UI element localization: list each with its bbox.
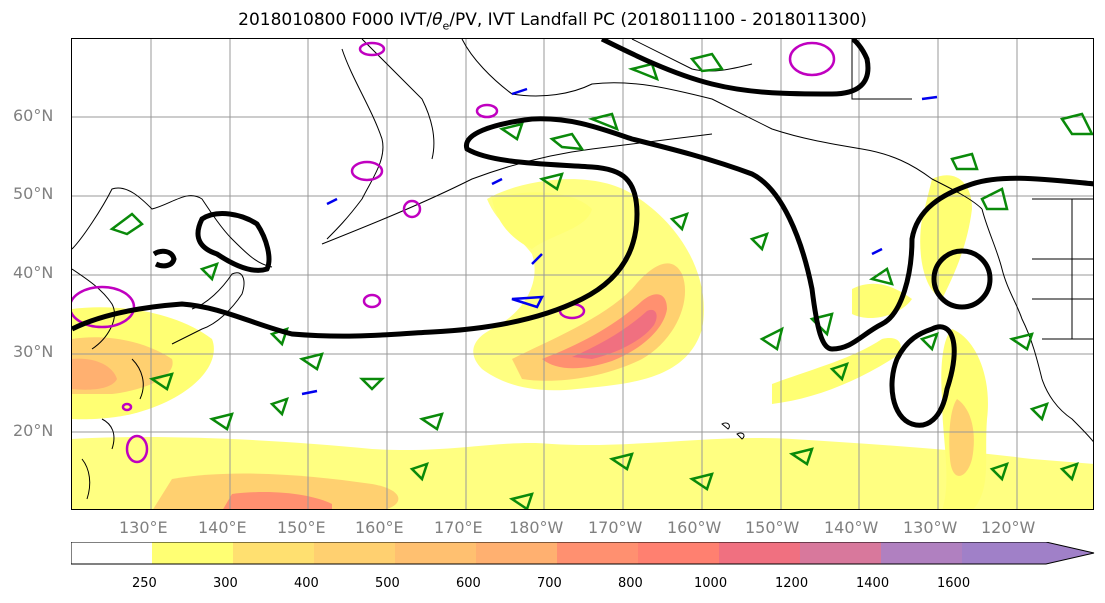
colorbar-tick-700: 700 xyxy=(537,576,562,591)
colorbar-tick-300: 300 xyxy=(213,576,238,591)
lon-label-180w: 180°W xyxy=(509,518,564,537)
colorbar-tick-1400: 1400 xyxy=(856,576,890,591)
colorbar-cell xyxy=(233,542,314,564)
lon-label-120w: 120°W xyxy=(981,518,1036,537)
ivt-colorbar xyxy=(70,541,1096,576)
lon-label-130w: 130°W xyxy=(903,518,958,537)
lat-label-50: 50°N xyxy=(13,184,54,203)
map-canvas xyxy=(72,39,1093,509)
colorbar-tick-500: 500 xyxy=(375,576,400,591)
colorbar-cell xyxy=(557,542,638,564)
colorbar-tick-1600: 1600 xyxy=(937,576,971,591)
colorbar-cell xyxy=(881,542,962,564)
pv-contours xyxy=(72,41,836,464)
lon-label-160w: 160°W xyxy=(667,518,722,537)
colorbar-cell xyxy=(152,542,233,564)
colorbar-tick-1200: 1200 xyxy=(775,576,809,591)
map-title: 2018010800 F000 IVT/θe/PV, IVT Landfall … xyxy=(238,10,867,33)
pv-negative-contours xyxy=(301,87,938,396)
coastlines xyxy=(72,39,1093,500)
colorbar-tick-1000: 1000 xyxy=(694,576,728,591)
colorbar-tick-800: 800 xyxy=(618,576,643,591)
ivt-shading xyxy=(72,175,1093,509)
colorbar-canvas xyxy=(70,541,1095,565)
colorbar-tick-600: 600 xyxy=(456,576,481,591)
lon-label-170w: 170°W xyxy=(588,518,643,537)
colorbar-cell xyxy=(314,542,395,564)
lat-label-60: 60°N xyxy=(13,106,54,125)
lon-label-140e: 140°E xyxy=(198,518,247,537)
colorbar-cell xyxy=(962,542,1094,564)
colorbar-cell xyxy=(71,542,152,564)
colorbar-cell xyxy=(476,542,557,564)
colorbar-cell xyxy=(638,542,719,564)
lat-label-40: 40°N xyxy=(13,263,54,282)
lon-label-160e: 160°E xyxy=(355,518,404,537)
lat-label-30: 30°N xyxy=(13,342,54,361)
lon-label-140w: 140°W xyxy=(824,518,879,537)
colorbar-cells xyxy=(71,542,1094,564)
theta-e-contours xyxy=(109,52,1093,509)
lon-label-130e: 130°E xyxy=(119,518,168,537)
colorbar-tick-250: 250 xyxy=(132,576,157,591)
map-panel xyxy=(71,38,1094,510)
lon-label-170e: 170°E xyxy=(434,518,483,537)
colorbar-cell xyxy=(395,542,476,564)
lat-label-20: 20°N xyxy=(13,421,54,440)
lon-label-150w: 150°W xyxy=(745,518,800,537)
colorbar-cell xyxy=(719,542,800,564)
lon-label-150e: 150°E xyxy=(277,518,326,537)
colorbar-tick-400: 400 xyxy=(294,576,319,591)
ivt-landfall-contours xyxy=(72,39,1093,428)
colorbar-cell xyxy=(800,542,881,564)
